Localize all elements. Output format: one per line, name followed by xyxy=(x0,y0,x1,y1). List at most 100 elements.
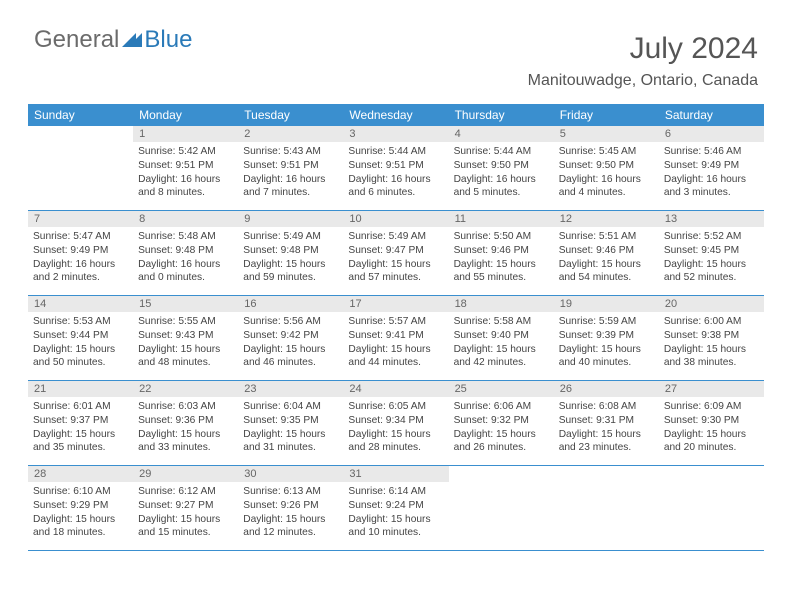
info-line: Daylight: 16 hours xyxy=(664,173,759,187)
info-line: Sunrise: 5:57 AM xyxy=(348,315,443,329)
info-line: Sunrise: 5:45 AM xyxy=(559,145,654,159)
week-row: 21Sunrise: 6:01 AMSunset: 9:37 PMDayligh… xyxy=(28,381,764,466)
info-line: Sunrise: 5:47 AM xyxy=(33,230,128,244)
day-info: Sunrise: 6:08 AMSunset: 9:31 PMDaylight:… xyxy=(559,400,654,455)
info-line: Sunset: 9:29 PM xyxy=(33,499,128,513)
day-number: 24 xyxy=(343,381,448,397)
info-line: Sunset: 9:41 PM xyxy=(348,329,443,343)
info-line: Daylight: 15 hours xyxy=(243,428,338,442)
info-line: Sunset: 9:48 PM xyxy=(243,244,338,258)
calendar-cell: 25Sunrise: 6:06 AMSunset: 9:32 PMDayligh… xyxy=(449,381,554,465)
calendar-cell: 23Sunrise: 6:04 AMSunset: 9:35 PMDayligh… xyxy=(238,381,343,465)
day-number: 31 xyxy=(343,466,448,482)
info-line: Sunrise: 6:08 AM xyxy=(559,400,654,414)
info-line: Sunrise: 5:49 AM xyxy=(348,230,443,244)
day-number: 13 xyxy=(659,211,764,227)
info-line: Daylight: 15 hours xyxy=(664,428,759,442)
info-line: Sunrise: 5:50 AM xyxy=(454,230,549,244)
calendar-cell xyxy=(659,466,764,550)
week-row: 1Sunrise: 5:42 AMSunset: 9:51 PMDaylight… xyxy=(28,126,764,211)
info-line: Sunset: 9:48 PM xyxy=(138,244,233,258)
day-number: 3 xyxy=(343,126,448,142)
info-line: Daylight: 15 hours xyxy=(559,428,654,442)
info-line: Daylight: 15 hours xyxy=(454,258,549,272)
info-line: Daylight: 16 hours xyxy=(138,258,233,272)
info-line: Sunset: 9:34 PM xyxy=(348,414,443,428)
info-line: Sunset: 9:50 PM xyxy=(454,159,549,173)
info-line: Daylight: 15 hours xyxy=(348,513,443,527)
info-line: and 31 minutes. xyxy=(243,441,338,455)
day-number: 4 xyxy=(449,126,554,142)
info-line: and 5 minutes. xyxy=(454,186,549,200)
info-line: Sunrise: 6:00 AM xyxy=(664,315,759,329)
info-line: Sunset: 9:45 PM xyxy=(664,244,759,258)
day-info: Sunrise: 5:42 AMSunset: 9:51 PMDaylight:… xyxy=(138,145,233,200)
day-number xyxy=(449,466,554,484)
info-line: Daylight: 15 hours xyxy=(138,428,233,442)
info-line: Daylight: 15 hours xyxy=(559,343,654,357)
info-line: and 38 minutes. xyxy=(664,356,759,370)
info-line: and 40 minutes. xyxy=(559,356,654,370)
day-info: Sunrise: 6:09 AMSunset: 9:30 PMDaylight:… xyxy=(664,400,759,455)
location-text: Manitouwadge, Ontario, Canada xyxy=(528,72,758,90)
info-line: and 44 minutes. xyxy=(348,356,443,370)
info-line: and 35 minutes. xyxy=(33,441,128,455)
calendar-cell: 20Sunrise: 6:00 AMSunset: 9:38 PMDayligh… xyxy=(659,296,764,380)
day-info: Sunrise: 6:13 AMSunset: 9:26 PMDaylight:… xyxy=(243,485,338,540)
calendar-cell: 16 Sunrise: 5:56 AMSunset: 9:42 PMDayligh… xyxy=(238,296,343,380)
info-line: Sunrise: 5:51 AM xyxy=(559,230,654,244)
day-info: Sunrise: 6:06 AMSunset: 9:32 PMDaylight:… xyxy=(454,400,549,455)
info-line: Sunrise: 5:43 AM xyxy=(243,145,338,159)
day-info: Sunrise: 5:53 AMSunset: 9:44 PMDaylight:… xyxy=(33,315,128,370)
calendar-cell: 30 Sunrise: 6:13 AMSunset: 9:26 PMDayligh… xyxy=(238,466,343,550)
day-info: Sunrise: 5:55 AMSunset: 9:43 PMDaylight:… xyxy=(138,315,233,370)
info-line: and 55 minutes. xyxy=(454,271,549,285)
info-line: Daylight: 15 hours xyxy=(348,343,443,357)
info-line: and 6 minutes. xyxy=(348,186,443,200)
info-line: and 57 minutes. xyxy=(348,271,443,285)
day-number: 10 xyxy=(343,211,448,227)
info-line: and 2 minutes. xyxy=(33,271,128,285)
calendar-cell: 8Sunrise: 5:48 AMSunset: 9:48 PMDaylight… xyxy=(133,211,238,295)
day-number: 22 xyxy=(133,381,238,397)
info-line: Sunrise: 6:09 AM xyxy=(664,400,759,414)
info-line: Sunset: 9:31 PM xyxy=(559,414,654,428)
calendar-cell: 2Sunrise: 5:43 AMSunset: 9:51 PMDaylight… xyxy=(238,126,343,210)
info-line: Daylight: 16 hours xyxy=(454,173,549,187)
info-line: Daylight: 15 hours xyxy=(454,343,549,357)
info-line: Sunset: 9:39 PM xyxy=(559,329,654,343)
day-info: Sunrise: 5:45 AMSunset: 9:50 PMDaylight:… xyxy=(559,145,654,200)
calendar-cell: 18 Sunrise: 5:58 AMSunset: 9:40 PMDayligh… xyxy=(449,296,554,380)
day-info: Sunrise: 5:51 AMSunset: 9:46 PMDaylight:… xyxy=(559,230,654,285)
day-number: 11 xyxy=(449,211,554,227)
info-line: Sunset: 9:44 PM xyxy=(33,329,128,343)
info-line: and 18 minutes. xyxy=(33,526,128,540)
info-line: and 54 minutes. xyxy=(559,271,654,285)
info-line: Daylight: 15 hours xyxy=(33,343,128,357)
calendar-cell: 22 Sunrise: 6:03 AMSunset: 9:36 PMDayligh… xyxy=(133,381,238,465)
day-number: 18 xyxy=(449,296,554,312)
logo-arrow-icon xyxy=(122,29,144,52)
calendar-cell: 3Sunrise: 5:44 AMSunset: 9:51 PMDaylight… xyxy=(343,126,448,210)
info-line: and 7 minutes. xyxy=(243,186,338,200)
day-number: 12 xyxy=(554,211,659,227)
day-number: 16 xyxy=(238,296,343,312)
info-line: Sunset: 9:27 PM xyxy=(138,499,233,513)
info-line: Daylight: 16 hours xyxy=(559,173,654,187)
day-number: 9 xyxy=(238,211,343,227)
info-line: Sunset: 9:32 PM xyxy=(454,414,549,428)
info-line: Daylight: 15 hours xyxy=(243,513,338,527)
day-number: 30 xyxy=(238,466,343,482)
day-header: Sunday xyxy=(28,104,133,126)
day-info: Sunrise: 5:56 AMSunset: 9:42 PMDaylight:… xyxy=(243,315,338,370)
day-header: Tuesday xyxy=(238,104,343,126)
info-line: Sunset: 9:49 PM xyxy=(33,244,128,258)
day-number xyxy=(28,126,133,144)
info-line: Sunrise: 6:03 AM xyxy=(138,400,233,414)
day-info: Sunrise: 6:03 AMSunset: 9:36 PMDaylight:… xyxy=(138,400,233,455)
day-info: Sunrise: 5:58 AMSunset: 9:40 PMDaylight:… xyxy=(454,315,549,370)
calendar-cell: 26 Sunrise: 6:08 AMSunset: 9:31 PMDayligh… xyxy=(554,381,659,465)
day-number: 26 xyxy=(554,381,659,397)
day-info: Sunrise: 6:04 AMSunset: 9:35 PMDaylight:… xyxy=(243,400,338,455)
info-line: Sunrise: 5:49 AM xyxy=(243,230,338,244)
